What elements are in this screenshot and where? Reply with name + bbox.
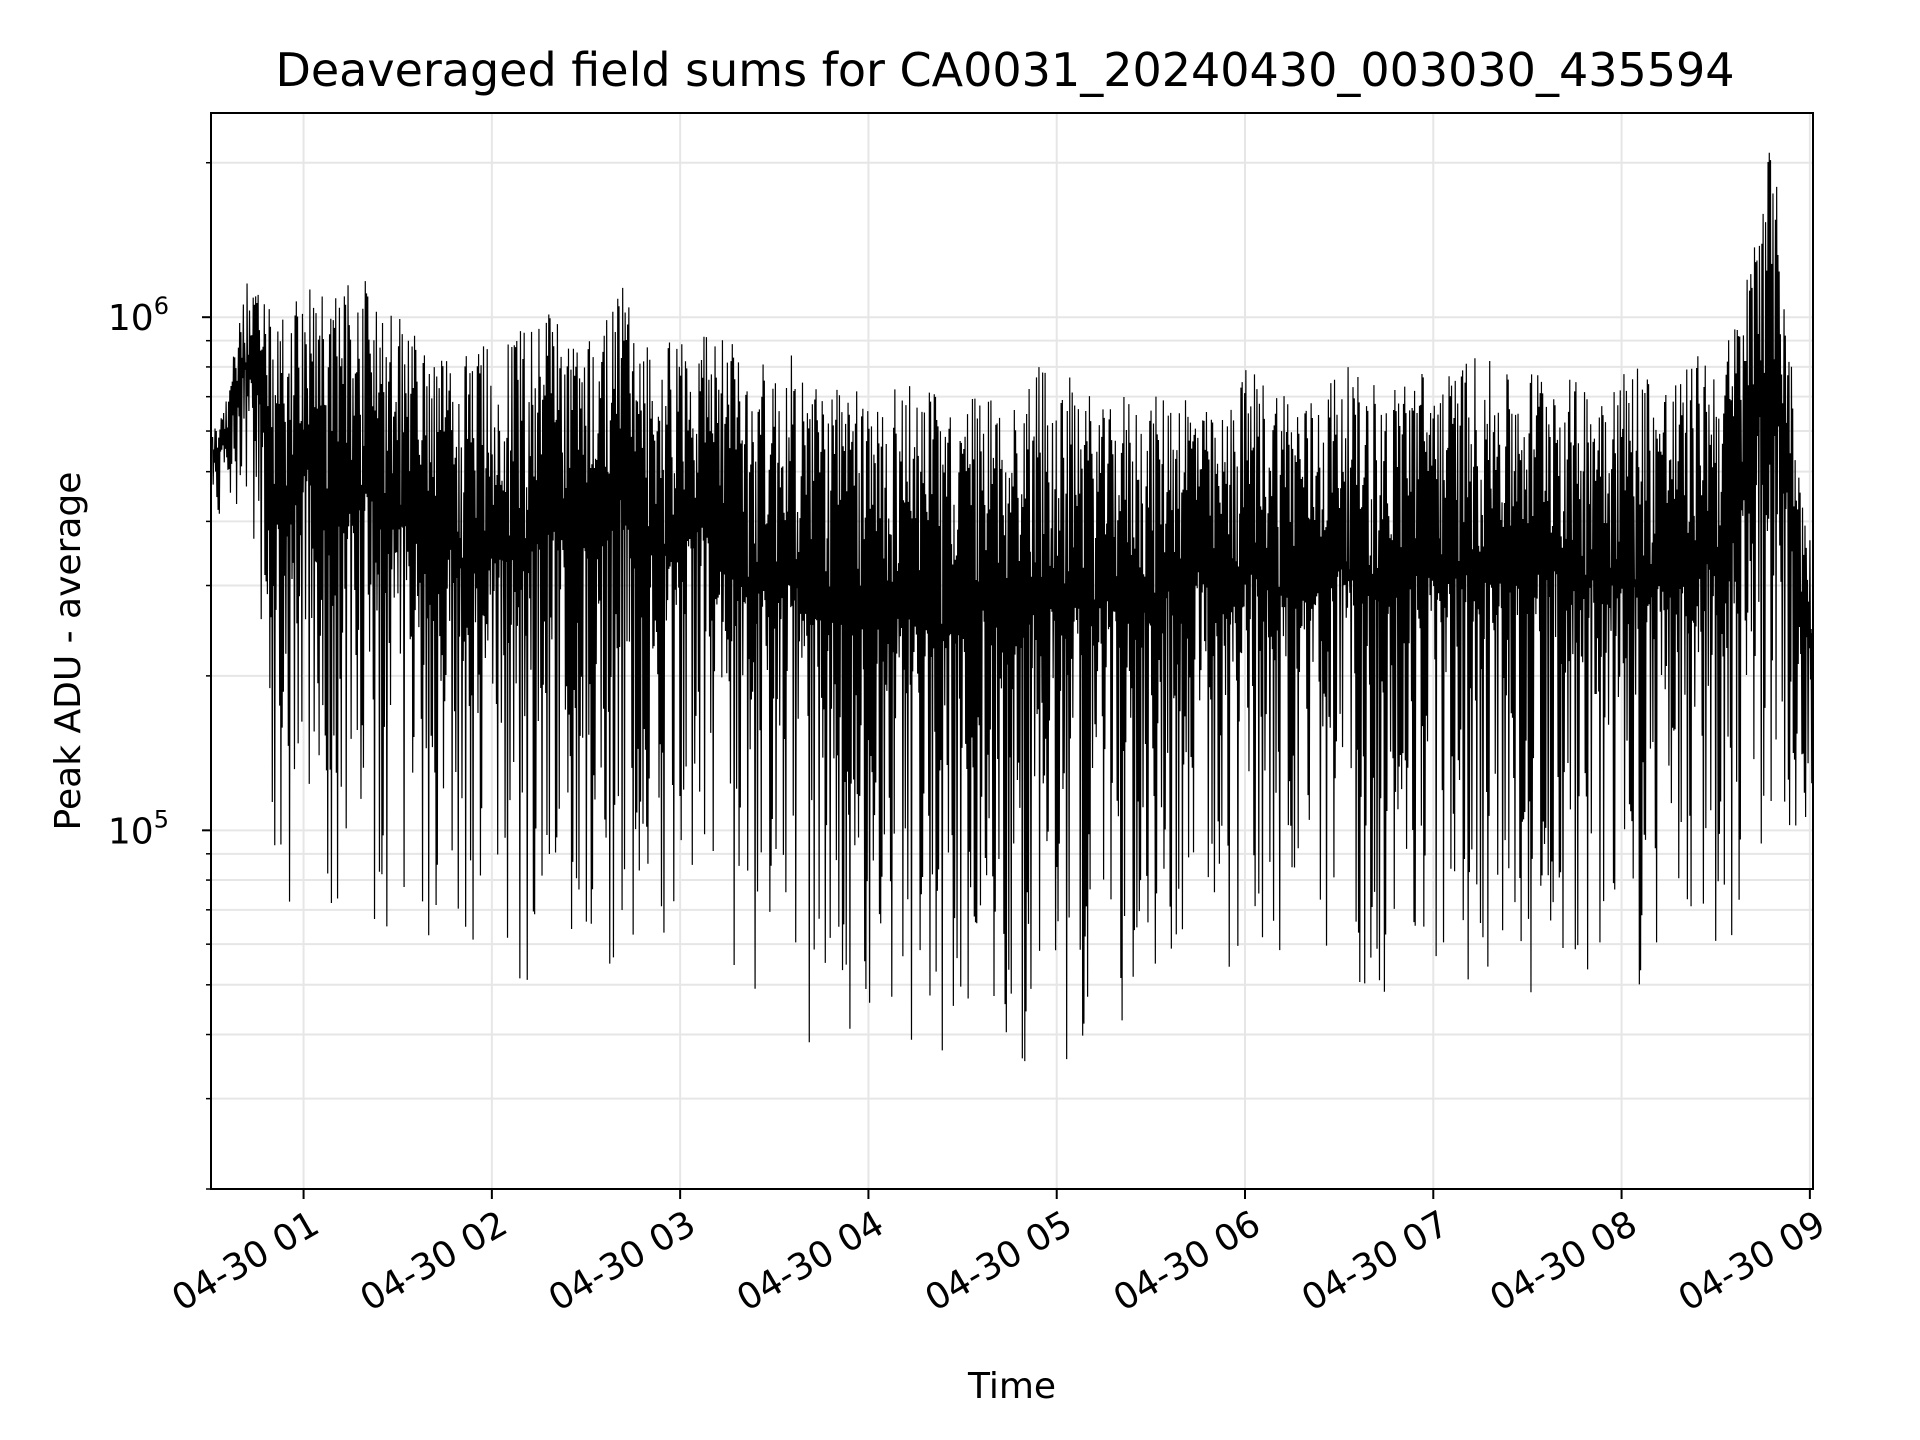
x-tick-label: 04-30 04	[730, 1203, 891, 1319]
y-tick-base: 10	[108, 811, 154, 852]
chart-title: Deaveraged field sums for CA0031_2024043…	[275, 43, 1734, 97]
y-tick-label: 106	[108, 292, 169, 339]
y-tick-exponent: 5	[154, 805, 169, 833]
x-tick-label: 04-30 08	[1483, 1203, 1644, 1319]
y-tick-exponent: 6	[154, 292, 169, 320]
y-tick-label: 105	[108, 805, 169, 852]
x-tick-label: 04-30 01	[165, 1203, 326, 1319]
x-tick-label: 04-30 05	[919, 1203, 1080, 1319]
x-tick-label: 04-30 06	[1107, 1203, 1268, 1319]
x-tick-label: 04-30 09	[1672, 1203, 1833, 1319]
x-tick-label: 04-30 03	[542, 1203, 703, 1319]
x-axis-label: Time	[967, 1366, 1056, 1407]
y-tick-base: 10	[108, 298, 154, 339]
series-line	[211, 152, 1814, 1062]
y-axis-label: Peak ADU - average	[48, 472, 89, 831]
x-tick-label: 04-30 07	[1295, 1203, 1456, 1319]
x-axis: 04-30 01 04-30 02 04-30 03 04-30 04 04-30 05…	[165, 1189, 1832, 1320]
x-tick-label: 04-30 02	[354, 1203, 515, 1319]
data-series	[211, 152, 1814, 1062]
plot-frame	[210, 112, 1814, 1190]
